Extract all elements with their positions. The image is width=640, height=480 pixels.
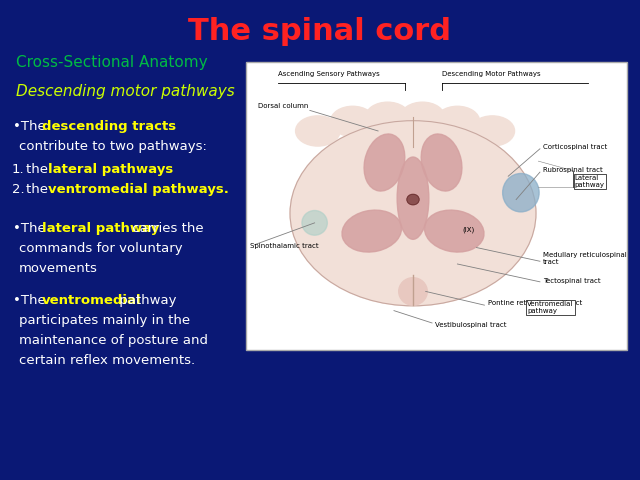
- Text: Spinothalamic tract: Spinothalamic tract: [250, 242, 318, 249]
- Text: carries the: carries the: [128, 222, 204, 235]
- Ellipse shape: [421, 134, 462, 191]
- Circle shape: [407, 194, 419, 205]
- Text: movements: movements: [19, 262, 98, 275]
- Ellipse shape: [330, 106, 375, 136]
- Ellipse shape: [296, 116, 340, 146]
- Text: Ventromedial
pathway: Ventromedial pathway: [527, 301, 573, 314]
- Text: Pontine reticulospinal tract: Pontine reticulospinal tract: [488, 300, 582, 306]
- Text: Cross-Sectional Anatomy: Cross-Sectional Anatomy: [16, 55, 207, 70]
- Text: lateral pathways: lateral pathways: [48, 163, 173, 176]
- Text: (IX): (IX): [463, 226, 475, 233]
- Text: maintenance of posture and: maintenance of posture and: [19, 334, 208, 347]
- Ellipse shape: [399, 278, 428, 305]
- Text: Ascending Sensory Pathways: Ascending Sensory Pathways: [278, 71, 380, 77]
- Text: Medullary reticulospinal
tract: Medullary reticulospinal tract: [543, 252, 627, 265]
- Text: certain reflex movements.: certain reflex movements.: [19, 354, 195, 367]
- Text: ventromedial pathways.: ventromedial pathways.: [48, 183, 229, 196]
- Text: descending tracts: descending tracts: [42, 120, 176, 133]
- Ellipse shape: [365, 102, 410, 132]
- Text: Rubrospinal tract: Rubrospinal tract: [543, 167, 603, 173]
- Ellipse shape: [302, 211, 327, 235]
- Text: Vestibulospinal tract: Vestibulospinal tract: [435, 322, 507, 328]
- Text: •The: •The: [13, 222, 50, 235]
- Ellipse shape: [424, 210, 484, 252]
- Text: •The: •The: [13, 294, 50, 307]
- Ellipse shape: [290, 120, 536, 306]
- Ellipse shape: [342, 210, 401, 252]
- Text: the: the: [26, 163, 52, 176]
- Text: participates mainly in the: participates mainly in the: [19, 314, 190, 327]
- Text: ventromedial: ventromedial: [42, 294, 141, 307]
- Text: The spinal cord: The spinal cord: [189, 17, 451, 46]
- Ellipse shape: [470, 116, 515, 146]
- Text: Dorsal column: Dorsal column: [257, 103, 308, 108]
- Text: 2.: 2.: [12, 183, 24, 196]
- Ellipse shape: [400, 102, 445, 132]
- Ellipse shape: [364, 134, 405, 191]
- Text: Lateral
pathway: Lateral pathway: [575, 175, 605, 188]
- Text: contribute to two pathways:: contribute to two pathways:: [19, 140, 207, 153]
- FancyBboxPatch shape: [246, 62, 627, 350]
- Text: lateral pathway: lateral pathway: [42, 222, 159, 235]
- Text: commands for voluntary: commands for voluntary: [19, 242, 183, 255]
- Ellipse shape: [502, 173, 539, 212]
- Text: Descending Motor Pathways: Descending Motor Pathways: [442, 71, 540, 77]
- Text: 1.: 1.: [12, 163, 24, 176]
- Text: Descending motor pathways: Descending motor pathways: [16, 84, 235, 99]
- Text: the: the: [26, 183, 52, 196]
- Text: Corticospinal tract: Corticospinal tract: [543, 144, 607, 150]
- Ellipse shape: [397, 157, 429, 240]
- Ellipse shape: [435, 106, 479, 136]
- Text: Tectospinal tract: Tectospinal tract: [543, 278, 601, 284]
- Text: pathway: pathway: [115, 294, 177, 307]
- Text: •The: •The: [13, 120, 50, 133]
